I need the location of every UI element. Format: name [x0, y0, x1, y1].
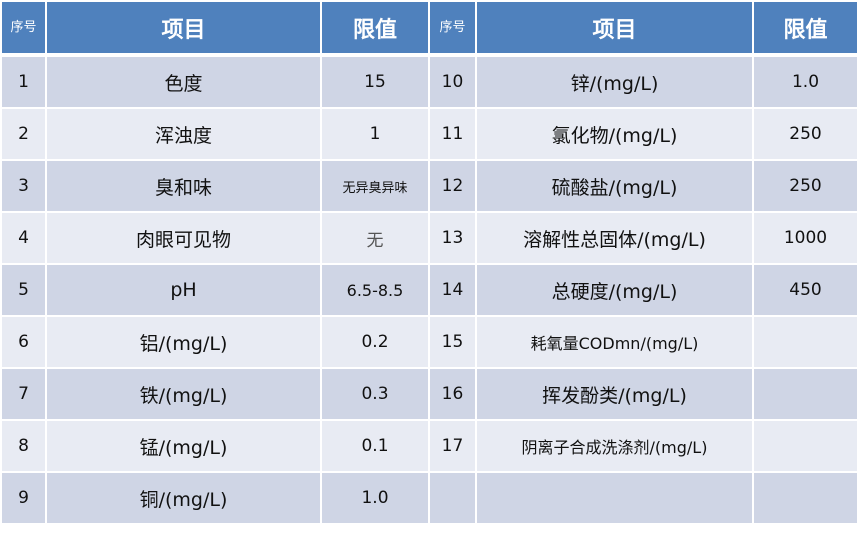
- row-limit: 1.0: [752, 54, 857, 109]
- table-row: 2 浑浊度 1 11 氯化物/(mg/L) 250: [0, 107, 857, 161]
- header-limit-right: 限值: [752, 0, 857, 57]
- row-number: 2: [0, 107, 47, 161]
- row-number: 7: [0, 367, 47, 421]
- header-seq-left: 序号: [0, 0, 47, 57]
- row-number: 14: [428, 263, 477, 317]
- table-row: 3 臭和味 无异臭异味 12 硫酸盐/(mg/L) 250: [0, 159, 857, 213]
- row-limit: [752, 471, 857, 525]
- row-number: 11: [428, 107, 477, 161]
- row-number: 17: [428, 419, 477, 473]
- row-number: 8: [0, 419, 47, 473]
- row-number: 10: [428, 54, 477, 109]
- row-item: 阴离子合成洗涤剂/(mg/L): [475, 419, 754, 473]
- row-item: 锰/(mg/L): [45, 419, 322, 473]
- row-limit: 250: [752, 159, 857, 213]
- row-limit: [752, 419, 857, 473]
- row-item: 肉眼可见物: [45, 211, 322, 265]
- table-row: 4 肉眼可见物无 13 溶解性总固体/(mg/L) 1000: [0, 211, 857, 265]
- row-limit: 1.0: [320, 471, 430, 525]
- row-item: 臭和味: [45, 159, 322, 213]
- row-limit: 0.1: [320, 419, 430, 473]
- row-number: [428, 471, 477, 525]
- row-limit: 15: [320, 54, 430, 109]
- row-item: 总硬度/(mg/L): [475, 263, 754, 317]
- row-limit: 无: [320, 211, 430, 265]
- row-number: 5: [0, 263, 47, 317]
- row-limit: 250: [752, 107, 857, 161]
- table-row: 1 色度 15 10 锌/(mg/L) 1.0: [0, 54, 857, 109]
- row-item: 溶解性总固体/(mg/L): [475, 211, 754, 265]
- row-number: 1: [0, 54, 47, 109]
- row-number: 13: [428, 211, 477, 265]
- row-item: 铜/(mg/L): [45, 471, 322, 525]
- table-row: 5 pH 6.5-8.5 14 总硬度/(mg/L) 450: [0, 263, 857, 317]
- row-limit: 6.5-8.5: [320, 263, 430, 317]
- row-number: 9: [0, 471, 47, 525]
- row-item: 硫酸盐/(mg/L): [475, 159, 754, 213]
- row-item: 浑浊度: [45, 107, 322, 161]
- header-row: 序号 项目 限值 序号 项目 限值: [0, 0, 857, 57]
- row-number: 16: [428, 367, 477, 421]
- row-limit: 450: [752, 263, 857, 317]
- row-item: 氯化物/(mg/L): [475, 107, 754, 161]
- row-limit: [752, 315, 857, 369]
- header-item-left: 项目: [45, 0, 322, 57]
- row-item: 挥发酚类/(mg/L): [475, 367, 754, 421]
- row-limit: 1000: [752, 211, 857, 265]
- water-quality-table: 序号 项目 限值 序号 项目 限值 1 色度 15 10 锌/(mg/L) 1.0 2 浑浊度…: [0, 0, 857, 525]
- row-limit: 1: [320, 107, 430, 161]
- row-limit: [752, 367, 857, 421]
- row-number: 4: [0, 211, 47, 265]
- row-item: 锌/(mg/L): [475, 54, 754, 109]
- header-limit-left: 限值: [320, 0, 430, 57]
- header-item-right: 项目: [475, 0, 754, 57]
- row-item: 色度: [45, 54, 322, 109]
- row-item: [475, 471, 754, 525]
- row-limit: 0.2: [320, 315, 430, 369]
- row-limit: 0.3: [320, 367, 430, 421]
- row-item: 铁/(mg/L): [45, 367, 322, 421]
- header-seq-right: 序号: [428, 0, 477, 57]
- row-item: 耗氧量CODmn/(mg/L): [475, 315, 754, 369]
- row-number: 3: [0, 159, 47, 213]
- row-number: 12: [428, 159, 477, 213]
- table-row: 6 铝/(mg/L) 0.2 15 耗氧量CODmn/(mg/L): [0, 315, 857, 369]
- row-item: 铝/(mg/L): [45, 315, 322, 369]
- table-row: 9 铜/(mg/L) 1.0: [0, 471, 857, 525]
- table-row: 8 锰/(mg/L) 0.1 17 阴离子合成洗涤剂/(mg/L): [0, 419, 857, 473]
- row-item: pH: [45, 263, 322, 317]
- row-limit: 无异臭异味: [320, 159, 430, 213]
- row-number: 15: [428, 315, 477, 369]
- table-row: 7 铁/(mg/L) 0.3 16 挥发酚类/(mg/L): [0, 367, 857, 421]
- row-number: 6: [0, 315, 47, 369]
